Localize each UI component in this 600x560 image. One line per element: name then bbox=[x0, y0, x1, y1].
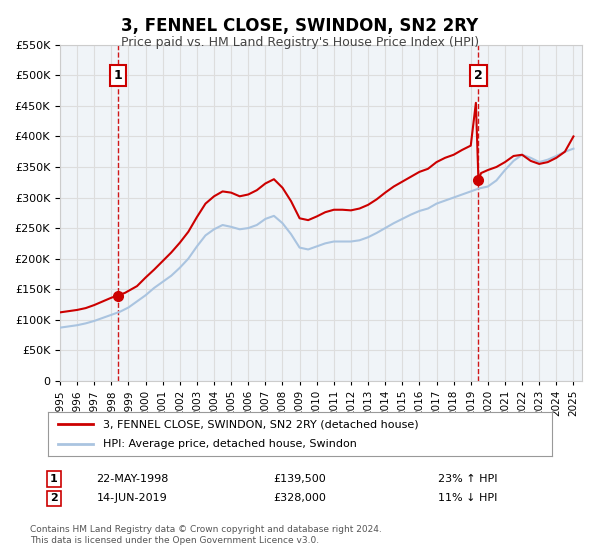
Text: 1: 1 bbox=[50, 474, 58, 484]
Text: 23% ↑ HPI: 23% ↑ HPI bbox=[438, 474, 498, 484]
Text: 3, FENNEL CLOSE, SWINDON, SN2 2RY: 3, FENNEL CLOSE, SWINDON, SN2 2RY bbox=[121, 17, 479, 35]
Text: £139,500: £139,500 bbox=[274, 474, 326, 484]
Text: 2: 2 bbox=[474, 69, 483, 82]
Text: 11% ↓ HPI: 11% ↓ HPI bbox=[439, 493, 497, 503]
Text: £328,000: £328,000 bbox=[274, 493, 326, 503]
Text: Contains HM Land Registry data © Crown copyright and database right 2024.: Contains HM Land Registry data © Crown c… bbox=[30, 525, 382, 534]
Text: 1: 1 bbox=[113, 69, 122, 82]
Text: This data is licensed under the Open Government Licence v3.0.: This data is licensed under the Open Gov… bbox=[30, 536, 319, 545]
Text: 2: 2 bbox=[50, 493, 58, 503]
Text: 14-JUN-2019: 14-JUN-2019 bbox=[97, 493, 167, 503]
Text: 22-MAY-1998: 22-MAY-1998 bbox=[96, 474, 168, 484]
Text: 3, FENNEL CLOSE, SWINDON, SN2 2RY (detached house): 3, FENNEL CLOSE, SWINDON, SN2 2RY (detac… bbox=[103, 419, 419, 429]
Text: HPI: Average price, detached house, Swindon: HPI: Average price, detached house, Swin… bbox=[103, 439, 358, 449]
Text: Price paid vs. HM Land Registry's House Price Index (HPI): Price paid vs. HM Land Registry's House … bbox=[121, 36, 479, 49]
